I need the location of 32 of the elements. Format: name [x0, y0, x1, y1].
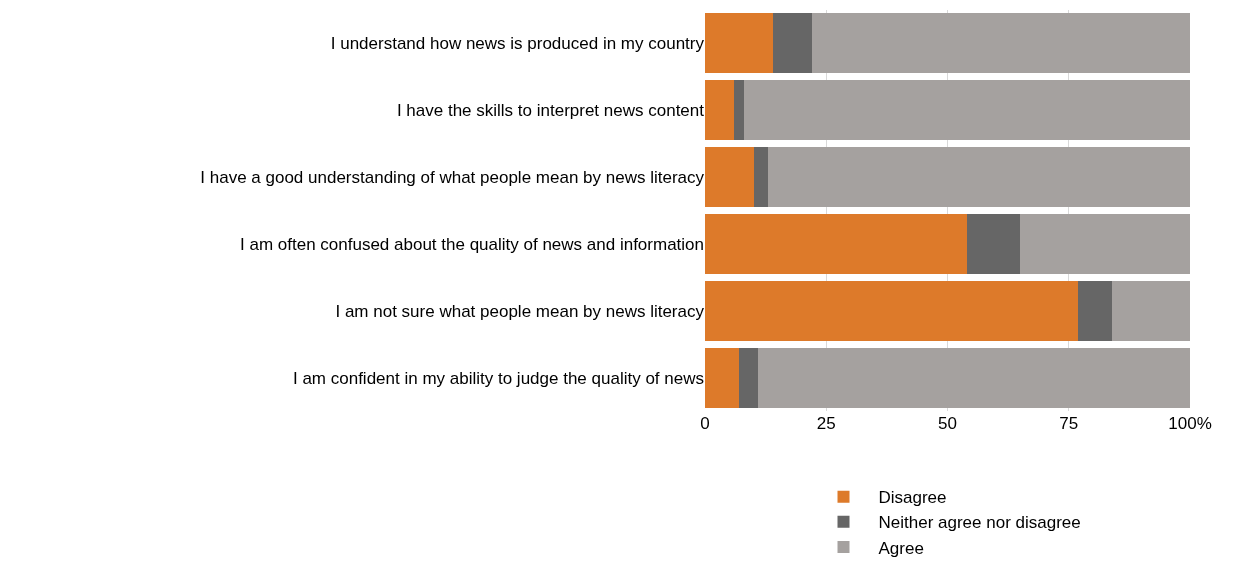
bar — [758, 347, 1190, 408]
bar — [753, 147, 769, 208]
bar — [705, 347, 739, 408]
y-tick-label: I am often confused about the quality of news and information — [239, 234, 704, 254]
legend-label: Disagree — [878, 488, 947, 508]
y-tick-label: I am confident in my ability to judge the quality of news — [292, 368, 704, 388]
bar — [966, 213, 1021, 274]
bar — [705, 213, 967, 274]
bar — [705, 147, 754, 208]
bar — [705, 80, 735, 141]
bar — [734, 80, 744, 141]
legend-label: Neither agree nor disagree — [878, 513, 1081, 533]
y-tick-label: I am not sure what people mean by news literacy — [335, 301, 705, 321]
x-tick-label: 0 — [700, 414, 710, 433]
y-tick-label: I understand how news is produced in my country — [330, 34, 705, 54]
legend-label: Agree — [878, 538, 924, 558]
bar — [768, 147, 1190, 208]
y-tick-label: I have a good understanding of what people mean by news literacy — [200, 168, 705, 188]
bar — [743, 80, 1190, 141]
x-tick-label: 25 — [816, 414, 836, 433]
bar — [811, 13, 1190, 74]
bar — [1078, 280, 1113, 341]
bar — [772, 13, 812, 74]
bar — [738, 347, 759, 408]
bar — [705, 13, 773, 74]
x-tick-label: 75 — [1059, 414, 1079, 433]
bar — [1020, 213, 1190, 274]
x-tick-label: 50 — [938, 414, 957, 433]
x-tick-label: 100% — [1168, 414, 1212, 433]
bar — [1112, 280, 1190, 341]
bar — [705, 280, 1079, 341]
y-tick-label: I have the skills to interpret news content — [396, 101, 705, 121]
